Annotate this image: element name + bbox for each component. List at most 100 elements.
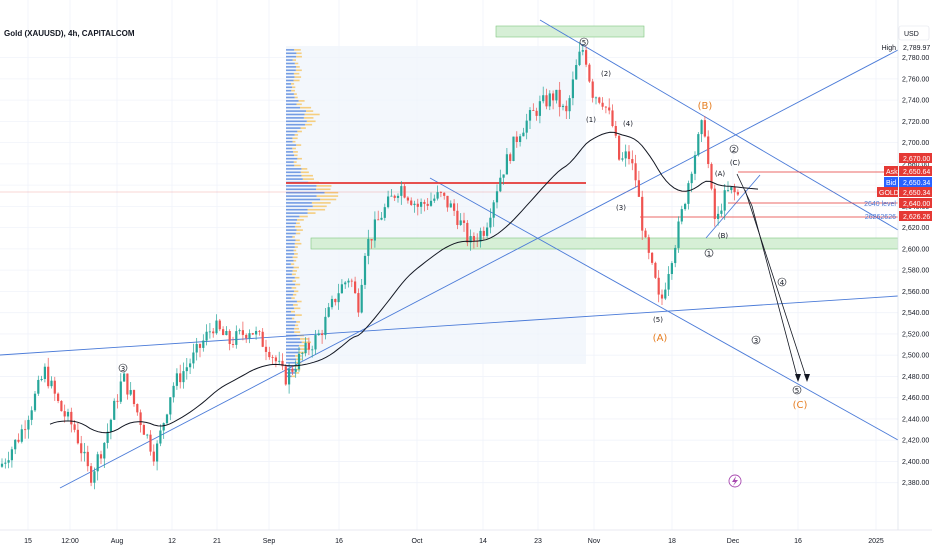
wave-circle bbox=[579, 37, 589, 47]
volume-profile-bar-sell bbox=[324, 191, 339, 194]
candle-body bbox=[152, 451, 155, 462]
time-axis[interactable] bbox=[0, 529, 932, 550]
gold-value-bg bbox=[899, 187, 932, 197]
volume-profile-bar-sell bbox=[299, 215, 308, 218]
candle-body bbox=[222, 329, 225, 336]
volume-profile-bar-buy bbox=[286, 283, 296, 286]
candle-body bbox=[578, 51, 581, 66]
candle-body bbox=[690, 173, 693, 184]
volume-profile-bar-sell bbox=[291, 89, 295, 92]
trendline-minor bbox=[705, 174, 761, 239]
volume-profile-bar-buy bbox=[286, 208, 308, 211]
bid-value: 2,650.34 bbox=[903, 180, 930, 187]
candle-body bbox=[40, 378, 43, 380]
volume-profile-bar-buy bbox=[286, 174, 302, 177]
volume-profile-bar-buy bbox=[286, 110, 307, 112]
candle-body bbox=[66, 411, 70, 417]
candle-body bbox=[429, 200, 433, 206]
trendline-lower-support bbox=[0, 295, 899, 356]
volume-profile-bar-sell bbox=[297, 130, 302, 133]
volume-profile-bar-buy bbox=[286, 66, 297, 68]
volume-profile-bar-buy bbox=[286, 219, 298, 221]
time-tick-label: 12:00 bbox=[61, 538, 79, 545]
candle-body bbox=[657, 277, 660, 295]
candle-body bbox=[142, 425, 145, 435]
volume-profile-bar-buy bbox=[286, 195, 317, 197]
time-tick-label: 15 bbox=[24, 538, 32, 545]
price-axis-background bbox=[898, 0, 932, 550]
time-tick-label: 2025 bbox=[868, 538, 884, 545]
candle-body bbox=[575, 65, 578, 80]
volume-profile-bar-buy bbox=[286, 55, 297, 58]
wave-label-3: (3) bbox=[616, 204, 626, 212]
candle-body bbox=[403, 186, 406, 198]
tag-2640-value: 2,640.00 bbox=[903, 201, 930, 208]
bid-label: Bid bbox=[886, 180, 896, 187]
wave-label-3-left: 3 bbox=[121, 365, 125, 373]
projection-arrows bbox=[736, 173, 810, 382]
candle-body bbox=[24, 429, 27, 431]
price-tick-label: 2,780.00 bbox=[902, 55, 929, 62]
volume-profile-bar-buy bbox=[286, 59, 293, 61]
candle-body bbox=[288, 368, 291, 385]
volume-profile-bar-buy bbox=[286, 324, 295, 327]
candle-body bbox=[439, 192, 442, 193]
candle-body bbox=[717, 213, 720, 219]
candle-body bbox=[499, 177, 502, 192]
price-tick-label: 2,720.00 bbox=[902, 119, 929, 126]
time-tick-label: Aug bbox=[111, 538, 124, 545]
candle-body bbox=[228, 331, 231, 345]
candle-body bbox=[208, 331, 211, 333]
volume-profile-bar-buy bbox=[286, 178, 303, 180]
candle-body bbox=[462, 220, 466, 223]
volume-profile-bar-buy bbox=[286, 290, 295, 293]
volume-profile-bar-sell bbox=[292, 140, 296, 143]
volume-profile-bar-buy bbox=[286, 130, 298, 133]
projection-path-1 bbox=[736, 173, 799, 381]
ask-label: Ask bbox=[886, 169, 898, 176]
volume-profile-bar-buy bbox=[286, 242, 295, 245]
volume-profile-bar-sell bbox=[300, 338, 309, 340]
candle-body bbox=[113, 400, 116, 420]
candle-body bbox=[294, 369, 297, 372]
volume-profile-bar-sell bbox=[295, 69, 302, 72]
candle-body bbox=[585, 50, 588, 65]
volume-profile-bar-buy bbox=[286, 259, 294, 262]
volume-profile-bar-buy bbox=[286, 76, 295, 78]
candle-body bbox=[618, 135, 621, 160]
wave-label-B-major: (B) bbox=[698, 101, 713, 112]
volume-profile-bar-sell bbox=[298, 100, 305, 102]
price-tick-label: 2,420.00 bbox=[902, 438, 929, 445]
volume-profile-bar-buy bbox=[286, 157, 298, 160]
candle-body bbox=[116, 400, 119, 402]
candle-body bbox=[189, 363, 192, 368]
candle-body bbox=[83, 451, 86, 454]
volume-profile-bar-sell bbox=[292, 280, 296, 282]
volume-profile-bar-buy bbox=[286, 225, 295, 228]
volume-profile-bar-buy bbox=[286, 338, 301, 340]
volume-profile-bar-buy bbox=[286, 117, 304, 119]
volume-profile-bar-sell bbox=[294, 96, 298, 99]
volume-profile-bar-sell bbox=[294, 76, 302, 78]
volume-profile-bar-buy bbox=[286, 93, 294, 95]
candle-body bbox=[641, 196, 644, 231]
volume-profile-bar-buy bbox=[286, 52, 297, 55]
wave-label-5-low: (5) bbox=[653, 316, 663, 324]
volume-profile-bar-buy bbox=[286, 191, 325, 194]
lightning-icon[interactable] bbox=[728, 474, 742, 488]
time-tick-label: 23 bbox=[534, 538, 542, 545]
candle-body bbox=[730, 186, 733, 191]
volume-profile-bar-buy bbox=[286, 72, 294, 75]
wave-circle bbox=[751, 335, 761, 345]
volume-profile-bar-sell bbox=[290, 263, 295, 265]
price-tick-label: 2,400.00 bbox=[902, 459, 929, 466]
candle-body bbox=[4, 462, 7, 464]
currency-button[interactable] bbox=[898, 25, 930, 41]
volume-profile-bar-sell bbox=[297, 219, 304, 221]
wave-label-5-circled: 5 bbox=[795, 387, 799, 395]
price-axis[interactable] bbox=[897, 0, 932, 550]
time-tick-label: Nov bbox=[588, 538, 601, 545]
volume-profile-bar-buy bbox=[286, 276, 295, 279]
candle-body bbox=[132, 390, 136, 405]
